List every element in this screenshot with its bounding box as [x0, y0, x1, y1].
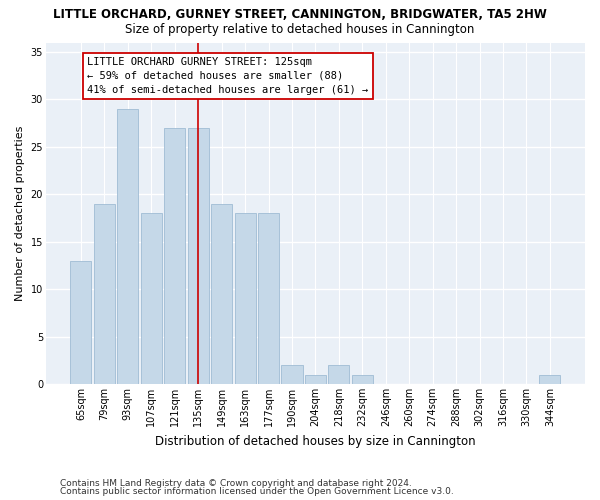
- Y-axis label: Number of detached properties: Number of detached properties: [15, 126, 25, 301]
- Text: Size of property relative to detached houses in Cannington: Size of property relative to detached ho…: [125, 22, 475, 36]
- Bar: [94, 204, 115, 384]
- Text: Contains public sector information licensed under the Open Government Licence v3: Contains public sector information licen…: [60, 487, 454, 496]
- Bar: [211, 204, 232, 384]
- Text: LITTLE ORCHARD GURNEY STREET: 125sqm
← 59% of detached houses are smaller (88)
4: LITTLE ORCHARD GURNEY STREET: 125sqm ← 5…: [87, 56, 368, 94]
- Text: LITTLE ORCHARD, GURNEY STREET, CANNINGTON, BRIDGWATER, TA5 2HW: LITTLE ORCHARD, GURNEY STREET, CANNINGTO…: [53, 8, 547, 20]
- Text: Contains HM Land Registry data © Crown copyright and database right 2024.: Contains HM Land Registry data © Crown c…: [60, 478, 412, 488]
- Bar: [352, 374, 373, 384]
- Bar: [539, 374, 560, 384]
- Bar: [235, 214, 256, 384]
- Bar: [258, 214, 279, 384]
- Bar: [188, 128, 209, 384]
- Bar: [328, 365, 349, 384]
- Bar: [281, 365, 302, 384]
- Bar: [140, 214, 162, 384]
- Bar: [117, 109, 139, 384]
- Bar: [164, 128, 185, 384]
- X-axis label: Distribution of detached houses by size in Cannington: Distribution of detached houses by size …: [155, 434, 476, 448]
- Bar: [70, 260, 91, 384]
- Bar: [305, 374, 326, 384]
